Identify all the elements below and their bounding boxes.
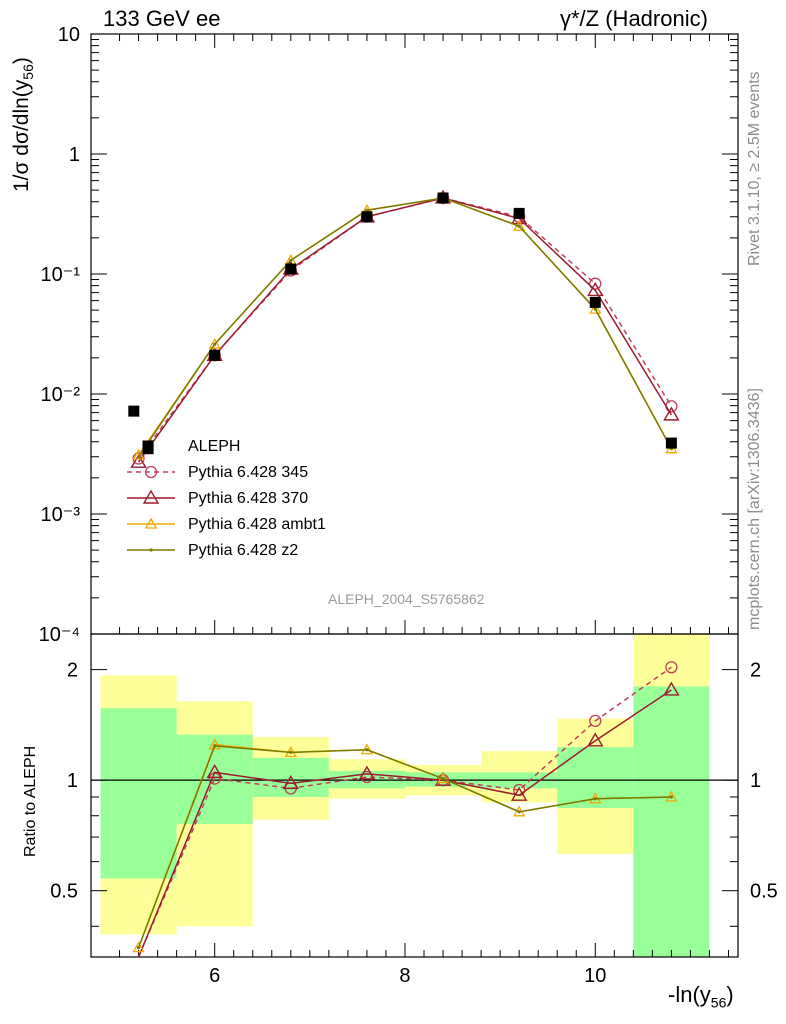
main-series-point xyxy=(663,406,680,421)
ratio-series-point xyxy=(208,738,221,750)
legend-label-345: Pythia 6.428 345 xyxy=(188,464,309,481)
main-y-tick-label: 10 xyxy=(58,24,80,46)
main-series-point xyxy=(665,400,678,413)
ratio-y-tick-label-left: 0.5 xyxy=(50,881,78,903)
main-y-tick-label: 10⁻¹ xyxy=(41,264,81,286)
main-series-point xyxy=(593,307,597,311)
legend-marker-aleph xyxy=(142,440,154,452)
main-series-line-2 xyxy=(137,197,673,456)
x-axis-label-suffix: ) xyxy=(726,982,734,1007)
main-y-axis-label: 1/σ dσ/dln(y56) xyxy=(10,57,36,192)
plot-frames xyxy=(90,33,739,958)
x-axis-label-prefix: -ln(y xyxy=(668,982,711,1007)
ratio-y-tick-label-left: 1 xyxy=(67,770,78,792)
legend-label-ambt1: Pythia 6.428 ambt1 xyxy=(188,516,326,533)
main-y-axis-label-sub: 56 xyxy=(20,64,37,80)
main-series-point xyxy=(289,258,293,262)
legend-label-aleph: ALEPH xyxy=(188,438,241,455)
ratio-y-axis-label: Ratio to ALEPH xyxy=(22,745,39,857)
main-series-point xyxy=(587,282,604,297)
ratio-panel-frame xyxy=(90,633,739,958)
legend-markers xyxy=(127,440,175,552)
header-left-title: 133 GeV ee xyxy=(103,6,221,31)
main-series-point xyxy=(213,342,217,346)
axis-tick-labels: 6 8 10 10 1 10⁻¹ 10⁻² 10⁻³ 10⁻⁴ 2 2 1 1 0.5 0.5 xyxy=(39,24,778,987)
aleph-data-point xyxy=(361,211,373,223)
main-y-tick-label: 10⁻² xyxy=(41,384,81,406)
ratio-series-point xyxy=(358,765,376,780)
x-axis-label: -ln(y56) xyxy=(668,982,734,1010)
main-y-axis-label-suffix: ) xyxy=(10,57,33,65)
legend-marker-1 xyxy=(142,489,160,504)
stat-uncertainty-band-0 xyxy=(100,708,177,879)
main-series-point xyxy=(208,337,221,349)
analysis-id: ALEPH_2004_S5765862 xyxy=(328,591,485,607)
main-series-line-1 xyxy=(137,197,673,463)
aleph-data-point xyxy=(589,296,601,308)
aleph-data-point xyxy=(513,207,525,219)
main-panel-series xyxy=(128,189,680,468)
x-tick-label: 10 xyxy=(584,965,606,987)
main-series-point xyxy=(132,448,145,460)
ratio-series-point xyxy=(213,744,217,748)
ratio-series-line-3 xyxy=(137,745,672,948)
ratio-series-point xyxy=(587,732,604,747)
x-tick-label: 8 xyxy=(399,965,410,987)
ratio-y-tick-label-right: 1 xyxy=(750,770,761,792)
aleph-data-point xyxy=(285,263,297,275)
aleph-data-point xyxy=(209,349,221,361)
main-series-point xyxy=(589,302,602,314)
ratio-series-line-1 xyxy=(137,689,672,958)
main-series-line-0 xyxy=(137,197,673,459)
main-y-axis-label-prefix: 1/σ dσ/dln(y xyxy=(10,79,33,192)
ratio-series-point xyxy=(669,795,673,799)
ratio-series-point xyxy=(593,797,597,801)
ratio-series-point xyxy=(517,810,521,814)
x-axis-label-sub: 56 xyxy=(710,994,727,1011)
ratio-series-point xyxy=(289,750,293,755)
aleph-data-point xyxy=(665,437,677,449)
ratio-series-point xyxy=(282,774,300,790)
legend-marker-0 xyxy=(144,465,158,479)
mcplots-reference-label: mcplots.cern.ch [arXiv:1306.3436] xyxy=(746,388,763,630)
legend-label-z2: Pythia 6.428 z2 xyxy=(188,542,299,559)
ratio-y-tick-label-right: 2 xyxy=(750,660,761,682)
ratio-series-point xyxy=(510,786,528,801)
main-series-point xyxy=(365,208,369,212)
x-tick-label: 6 xyxy=(209,965,220,987)
main-y-tick-label: 10⁻⁴ xyxy=(39,624,80,646)
ratio-series-point xyxy=(665,661,678,674)
main-series-point xyxy=(136,455,141,459)
legend-marker-3 xyxy=(149,548,153,552)
ratio-panel-series xyxy=(132,661,680,958)
legend-label-370: Pythia 6.428 370 xyxy=(188,490,309,507)
ratio-y-tick-label-right: 0.5 xyxy=(750,881,778,903)
stat-uncertainty-band-7 xyxy=(633,686,710,957)
ratio-series-point xyxy=(136,946,141,950)
main-y-tick-label: 1 xyxy=(69,144,80,166)
main-series-point xyxy=(517,224,521,228)
ratio-series-point xyxy=(206,763,223,779)
header-right-title: γ*/Z (Hadronic) xyxy=(560,6,708,31)
ratio-series-point xyxy=(132,941,145,953)
main-series-point xyxy=(589,277,602,290)
ratio-series-point xyxy=(589,714,602,728)
ratio-series-point xyxy=(441,776,445,781)
legend-marker-2 xyxy=(144,517,158,529)
ratio-series-line-0 xyxy=(137,666,672,958)
ratio-uncertainty-bands xyxy=(100,634,710,957)
ratio-series-point xyxy=(663,681,680,696)
main-series-line-3 xyxy=(137,197,673,458)
main-y-tick-label: 10⁻³ xyxy=(41,504,81,526)
axis-ticks xyxy=(91,33,738,957)
main-series-point xyxy=(130,453,147,468)
ratio-y-tick-label-left: 2 xyxy=(67,660,78,682)
ratio-series-point xyxy=(365,748,369,752)
rivet-version-label: Rivet 3.1.10, ≥ 2.5M events xyxy=(746,71,763,266)
aleph-data-point xyxy=(437,192,449,204)
main-series-point xyxy=(132,452,145,465)
aleph-data-point xyxy=(128,405,140,417)
